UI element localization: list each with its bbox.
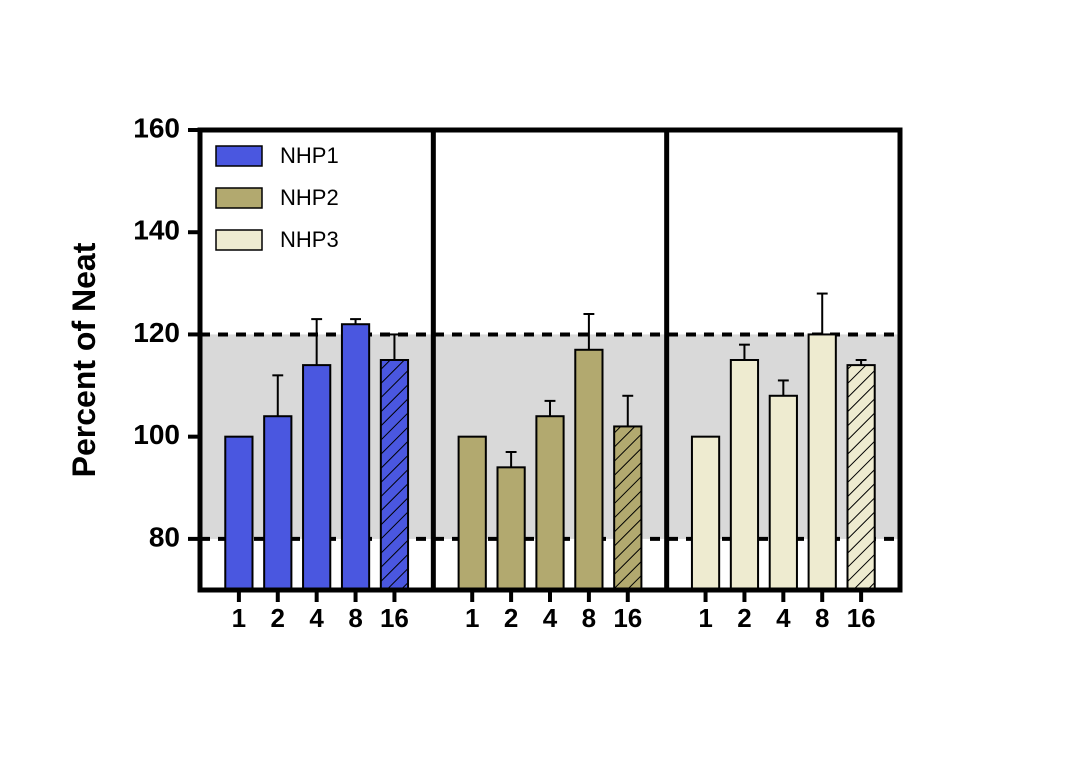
bar xyxy=(342,324,369,630)
legend-swatch xyxy=(216,188,262,208)
legend-label: NHP3 xyxy=(280,227,339,252)
x-tick-label: 2 xyxy=(271,603,285,633)
y-tick-label: 140 xyxy=(133,215,180,246)
y-tick-label: 100 xyxy=(133,419,180,450)
y-tick-label: 160 xyxy=(133,112,180,143)
legend-label: NHP1 xyxy=(280,143,339,168)
x-tick-label: 8 xyxy=(815,603,829,633)
x-tick-label: 4 xyxy=(776,603,791,633)
x-tick-label: 1 xyxy=(465,603,479,633)
x-tick-label: 16 xyxy=(847,603,876,633)
x-tick-label: 4 xyxy=(309,603,324,633)
x-tick-label: 8 xyxy=(348,603,362,633)
y-tick-label: 120 xyxy=(133,317,180,348)
x-tick-label: 16 xyxy=(613,603,642,633)
y-tick-label: 80 xyxy=(149,521,180,552)
x-tick-label: 16 xyxy=(380,603,409,633)
x-tick-label: 4 xyxy=(543,603,558,633)
y-axis-label: Percent of Neat xyxy=(66,242,102,477)
legend-label: NHP2 xyxy=(280,185,339,210)
bar xyxy=(809,334,836,630)
legend-swatch xyxy=(216,230,262,250)
x-tick-label: 1 xyxy=(698,603,712,633)
legend-swatch xyxy=(216,146,262,166)
x-tick-label: 2 xyxy=(504,603,518,633)
bar-chart: 80100120140160124816124816124816Percent … xyxy=(0,0,1080,780)
x-tick-label: 2 xyxy=(737,603,751,633)
x-tick-label: 8 xyxy=(582,603,596,633)
x-tick-label: 1 xyxy=(232,603,246,633)
